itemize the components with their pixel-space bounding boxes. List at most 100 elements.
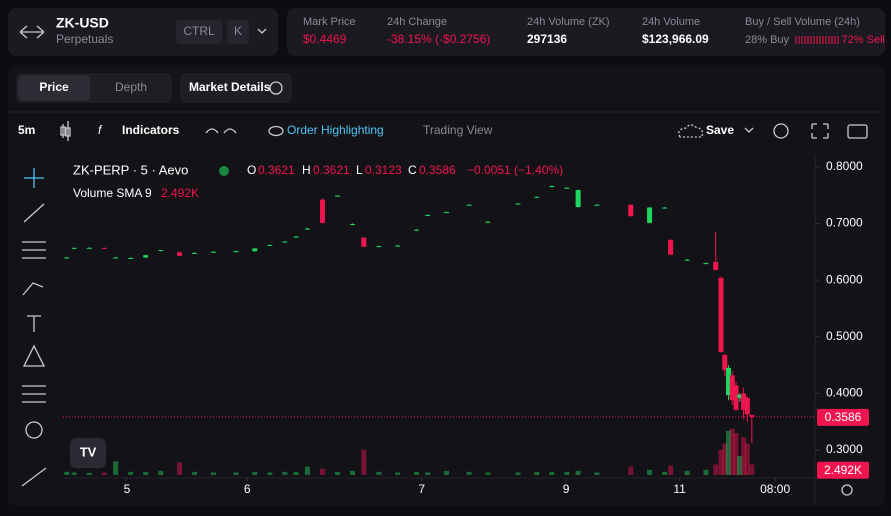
y-tick-label: 0.5000 (826, 329, 863, 343)
candle-body (628, 204, 634, 217)
interval[interactable]: 5m (18, 123, 35, 137)
candle-body (466, 204, 472, 206)
candle-body (192, 252, 198, 254)
candle-body (733, 385, 739, 410)
volume-bar (210, 472, 216, 475)
volume-bar (128, 471, 134, 475)
ratio-bar (795, 36, 839, 44)
volume-bar (534, 471, 540, 475)
candle-body (564, 187, 570, 189)
tab-active[interactable] (18, 75, 90, 101)
undo-redo[interactable] (205, 128, 237, 134)
candle-body (741, 393, 747, 410)
stat-label: Buy / Sell Volume (24h) (745, 16, 860, 28)
axis-settings[interactable] (841, 484, 853, 496)
candle-body (425, 214, 431, 216)
volume-bar (304, 466, 310, 475)
candle-body (350, 224, 356, 226)
candle-body (515, 203, 521, 205)
tab[interactable]: Depth (115, 80, 147, 94)
y-tick-label: 0.8000 (826, 159, 863, 173)
settings-icon[interactable] (773, 123, 789, 139)
volume-bar (575, 470, 581, 475)
chart-panel (8, 65, 885, 506)
tab[interactable]: Price (39, 80, 69, 94)
candle-body (647, 207, 653, 223)
volume-bar (744, 443, 750, 475)
buy-label: 28% Buy (745, 34, 790, 46)
candle-body (252, 248, 258, 252)
candle-body (729, 375, 735, 401)
candle-body (376, 246, 382, 248)
subtitle: Perpetuals (56, 32, 113, 46)
stat-label: Mark Price (303, 16, 356, 28)
trading-view[interactable]: Trading View (423, 123, 493, 137)
candle-body (304, 228, 310, 230)
market-details-button[interactable] (180, 73, 292, 103)
logo (19, 25, 45, 39)
volume-bar (741, 437, 747, 475)
candle-body (444, 212, 450, 214)
tv-logo (70, 438, 106, 468)
cloud-icon (678, 124, 704, 138)
candle-body (71, 247, 77, 249)
y-tick-label: 0.7000 (826, 216, 863, 230)
volume-bar (267, 472, 273, 475)
candle-body (575, 190, 581, 208)
key-label: K (234, 24, 242, 38)
indicators[interactable]: Indicators (122, 123, 180, 137)
volume-bar (252, 471, 258, 475)
candle-body (744, 397, 750, 415)
camera-icon[interactable] (847, 124, 868, 139)
volume-bar (628, 466, 634, 475)
y-tick-label: 0.6000 (826, 272, 863, 286)
volume-bar (713, 464, 719, 475)
volume-bar (703, 469, 709, 475)
x-tick-label: 7 (418, 482, 425, 496)
candle-body (361, 237, 367, 247)
candle-body (737, 394, 743, 398)
candle-body (662, 207, 668, 209)
sell-label: 72% Sell (842, 34, 885, 46)
candle-body (293, 236, 299, 238)
volume-bar (86, 472, 92, 475)
candle-icon[interactable] (60, 121, 71, 141)
volume-bar (101, 472, 107, 475)
volume-bar (71, 472, 77, 475)
ohlc-change: −0.0051 (−1.40%) (467, 163, 563, 177)
volume-bar (749, 464, 755, 475)
volume-bar (413, 471, 419, 475)
candle-body (210, 251, 216, 253)
dropdown[interactable] (744, 127, 754, 133)
candle-body (594, 204, 600, 206)
candle-body (395, 245, 401, 247)
fullscreen-icon[interactable] (811, 123, 829, 139)
volume-bar (718, 449, 724, 475)
stat-value: $0.4469 (303, 32, 347, 46)
volume-bar (647, 469, 653, 475)
last-price-label: 0.3586 (825, 410, 862, 424)
save[interactable]: Save (706, 123, 734, 137)
y-tick-label: 0.4000 (826, 386, 863, 400)
stats-panel (287, 8, 885, 56)
order-highlighting[interactable]: Order Highlighting (287, 123, 384, 137)
volume-sma-label: 2.492K (824, 463, 862, 477)
volume-bar (334, 471, 340, 475)
x-tick-label: 5 (124, 482, 131, 496)
volume-bar (177, 462, 183, 475)
volume-bar (564, 471, 570, 475)
ohlc-value: 0.3586 (419, 163, 456, 177)
stat-value: 297136 (527, 32, 567, 46)
status-dot (219, 166, 229, 176)
volume-bar (466, 471, 472, 475)
candle-body (703, 263, 709, 265)
ohlc-value: 0.3621 (313, 163, 350, 177)
drawing-tools[interactable] (21, 168, 47, 487)
ohlc-key: O (247, 163, 256, 177)
dropdown[interactable] (257, 28, 267, 34)
volume-bar (158, 470, 164, 475)
candle-body (319, 199, 325, 223)
market-details[interactable]: Market Details (189, 80, 271, 94)
ohlc-key: L (356, 163, 363, 177)
volume-bar (444, 470, 450, 475)
